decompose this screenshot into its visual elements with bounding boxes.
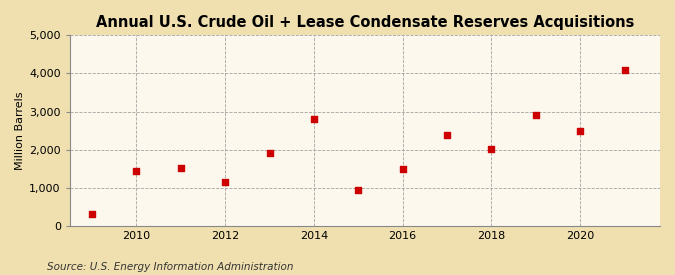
- Point: [264, 151, 275, 156]
- Text: Source: U.S. Energy Information Administration: Source: U.S. Energy Information Administ…: [47, 262, 294, 272]
- Point: [486, 147, 497, 151]
- Point: [86, 212, 97, 217]
- Point: [353, 188, 364, 192]
- Point: [131, 168, 142, 173]
- Point: [397, 167, 408, 171]
- Point: [308, 117, 319, 121]
- Point: [441, 133, 452, 138]
- Point: [574, 129, 585, 133]
- Point: [176, 165, 186, 170]
- Point: [220, 180, 231, 184]
- Title: Annual U.S. Crude Oil + Lease Condensate Reserves Acquisitions: Annual U.S. Crude Oil + Lease Condensate…: [96, 15, 634, 30]
- Y-axis label: Million Barrels: Million Barrels: [15, 91, 25, 170]
- Point: [619, 67, 630, 72]
- Point: [531, 113, 541, 118]
